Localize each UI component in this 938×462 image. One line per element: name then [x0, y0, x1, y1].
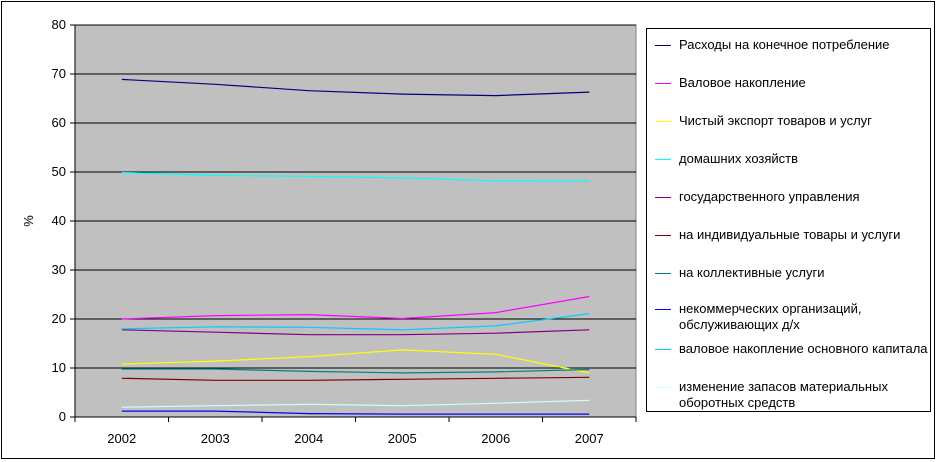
legend-label: на индивидуальные товары и услуги [679, 227, 901, 242]
legend-swatch [655, 45, 671, 46]
legend-label: изменение запасов материальных оборотных… [679, 379, 888, 410]
legend-swatch [655, 197, 671, 198]
series-line-6 [121, 368, 590, 374]
series-line-9 [121, 399, 590, 408]
y-tick-label: 40 [52, 213, 66, 228]
y-tick-label: 20 [52, 311, 66, 326]
y-tick-label: 80 [52, 17, 66, 32]
legend-swatch [655, 349, 671, 350]
x-tick-label: 2002 [107, 431, 136, 446]
y-tick-label: 30 [52, 262, 66, 277]
legend-label: валовое накопление основного капитала [679, 341, 928, 356]
y-tick-label: 10 [52, 360, 66, 375]
y-tick-label: 60 [52, 115, 66, 130]
y-tick-label: 0 [59, 409, 66, 424]
x-tick-label: 2005 [388, 431, 417, 446]
legend-label: Расходы на конечное потребление [679, 37, 890, 52]
series-line-4 [121, 329, 590, 336]
series-line-2 [121, 349, 590, 374]
x-tick-label: 2006 [481, 431, 510, 446]
series-line-0 [121, 78, 590, 97]
legend-swatch [655, 387, 671, 388]
x-tick-label: 2007 [575, 431, 604, 446]
x-tick-label: 2003 [201, 431, 230, 446]
x-tick-label: 2004 [294, 431, 323, 446]
legend-swatch [655, 121, 671, 122]
series-line-1 [121, 295, 590, 320]
series-line-5 [121, 376, 590, 381]
legend-swatch [655, 83, 671, 84]
legend-label: домашних хозяйств [679, 151, 799, 166]
series-line-8 [121, 313, 590, 331]
legend-swatch [655, 273, 671, 274]
y-tick-label: 70 [52, 66, 66, 81]
legend-swatch [655, 159, 671, 160]
chart-legend: Расходы на конечное потребление Валовое н… [646, 28, 931, 412]
y-tick-label: 50 [52, 164, 66, 179]
series-line-7 [121, 410, 590, 415]
legend-label: Чистый экспорт товаров и услуг [679, 113, 872, 128]
legend-swatch [655, 235, 671, 236]
legend-label: некоммерческих организаций, обслуживающи… [679, 301, 862, 332]
legend-label: государственного управления [679, 189, 860, 204]
legend-label: на коллективные услуги [679, 265, 825, 280]
series-line-3 [121, 171, 590, 182]
legend-swatch [655, 309, 671, 310]
legend-label: Валовое накопление [679, 75, 806, 90]
y-axis-title: % [21, 215, 36, 227]
